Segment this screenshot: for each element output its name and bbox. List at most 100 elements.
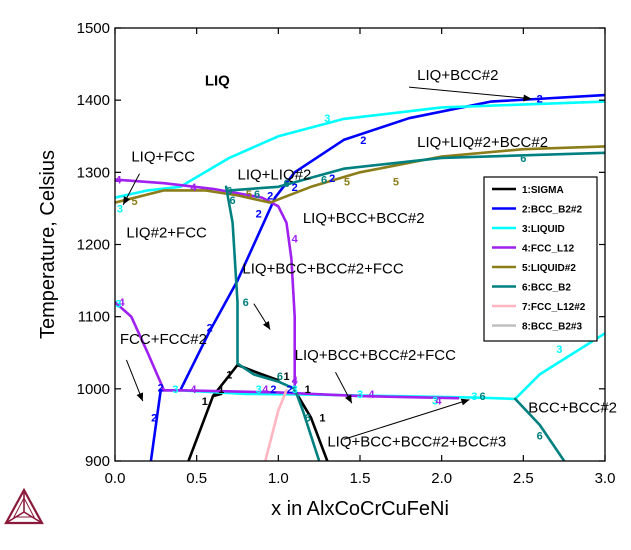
annotation-arrowhead [345, 394, 352, 404]
legend-entry-1: 1:SIGMA [522, 185, 564, 196]
annotation-arrowhead [136, 392, 144, 402]
y-tick-label: 1300 [77, 164, 110, 181]
series-line-7-seg-1 [264, 389, 288, 461]
annotation-arrowhead [523, 94, 532, 102]
region-label: LIQ+BCC+BCC#2+FCC [242, 260, 403, 277]
region-label: LIQ+BCC+BCC#2+BCC#3 [327, 434, 506, 451]
x-tick-label: 0.5 [186, 470, 207, 487]
line-marker-label: 2 [158, 382, 164, 394]
series-line-2-seg-3 [273, 93, 605, 199]
line-marker-label: 6 [283, 178, 289, 190]
y-tick-label: 1500 [77, 20, 110, 37]
region-labels-layer: LIQ LIQ+BCC#2 LIQ+LIQ#2+BCC#2 LIQ+FCC LIQ+LI… [120, 67, 617, 451]
series-line-3-seg-1 [115, 100, 605, 199]
region-label: LIQ+FCC [131, 149, 195, 166]
line-marker-label: 3 [117, 203, 123, 215]
legend-entry-8: 8:BCC_B2#3 [522, 322, 582, 333]
line-marker-label: 3 [357, 389, 363, 401]
annotation-arrowhead [460, 398, 470, 406]
line-marker-label: 2 [292, 182, 298, 194]
line-marker-label: 1 [226, 369, 232, 381]
line-marker-label: 3 [172, 384, 178, 396]
x-tick-label: 0.0 [105, 470, 126, 487]
line-marker-label: 3 [432, 395, 438, 407]
legend-entry-4: 4:FCC_L12 [522, 244, 575, 255]
line-marker-label: 4 [292, 234, 299, 246]
line-marker-label: 3 [115, 299, 121, 311]
x-axis-label: x in AlxCoCrCuFeNi [271, 498, 449, 520]
line-marker-label: 2 [151, 413, 157, 425]
line-marker-label: 5 [246, 189, 252, 201]
line-marker-label: 3 [556, 344, 562, 356]
series-line-1-seg-3 [293, 389, 329, 461]
region-label: FCC+FCC#2 [120, 331, 207, 348]
line-marker-label: 5 [132, 196, 138, 208]
line-marker-label: 1 [305, 384, 311, 396]
line-marker-label: 6 [254, 189, 260, 201]
line-marker-label: 2 [267, 190, 273, 202]
line-marker-label: 6 [277, 371, 283, 383]
legend-entry-5: 5:LIQUID#2 [522, 263, 576, 274]
line-marker-label: 2 [360, 135, 366, 147]
x-tick-label: 1.0 [268, 470, 289, 487]
line-marker-label: 3 [292, 384, 298, 396]
line-marker-label: 2 [537, 94, 543, 106]
region-label: LIQ+BCC+BCC#2 [303, 210, 425, 227]
legend: 1:SIGMA 2:BCC_B2#2 3:LIQUID 4:FCC_L12 5:LIQU… [483, 176, 598, 342]
y-tick-label: 1000 [77, 381, 110, 398]
y-tick-label: 1100 [78, 309, 110, 326]
series-line-2-seg-2 [179, 196, 277, 392]
legend-entry-2: 2:BCC_B2#2 [522, 205, 582, 216]
series-line-4-seg-1 [115, 178, 296, 391]
y-tick-label: 1400 [77, 92, 110, 109]
line-marker-label: 4 [292, 375, 299, 387]
series-line-6-seg-2 [293, 387, 321, 461]
series-line-3-seg-3 [513, 332, 605, 401]
legend-entry-7: 7:FCC_L12#2 [522, 302, 586, 313]
x-tick-label: 2.5 [513, 470, 534, 487]
y-tick-label: 1200 [77, 237, 110, 254]
annotation-arrowhead [262, 321, 271, 330]
axis-ticks-layer: 0.0 0.5 1.0 1.5 2.0 2.5 3.0 900 1000 1100 1200 1300… [77, 20, 616, 487]
line-marker-label: 3 [471, 391, 477, 403]
line-marker-label: 6 [479, 391, 485, 403]
line-marker-label: 4 [262, 384, 269, 396]
series-line-4-seg-2 [115, 300, 182, 392]
x-tick-label: 2.0 [431, 470, 452, 487]
x-tick-label: 1.5 [350, 470, 371, 487]
region-label: LIQ+LIQ#2 [238, 167, 312, 184]
series-layer [115, 93, 605, 461]
line-marker-label: 1 [283, 371, 289, 383]
region-label: LIQ#2+FCC [126, 224, 207, 241]
region-label: BCC+BCC#2 [528, 400, 617, 417]
legend-entry-3: 3:LIQUID [522, 224, 565, 235]
line-marker-label: 6 [537, 431, 543, 443]
line-marker-label: 4 [115, 175, 122, 187]
series-line-5-seg-1 [115, 145, 605, 204]
line-marker-label: 2 [256, 208, 262, 220]
x-tick-label: 3.0 [595, 470, 616, 487]
line-marker-label: 1 [202, 396, 208, 408]
region-label: LIQ [205, 73, 230, 90]
series-line-6-seg-3 [228, 151, 605, 192]
line-marker-label: 2 [329, 173, 335, 185]
line-marker-label: 4 [368, 389, 375, 401]
annotation-arrow [408, 86, 532, 100]
line-marker-label: 2 [207, 322, 213, 334]
line-marker-label: 5 [344, 177, 350, 189]
legend-box [483, 176, 598, 342]
series-line-4-seg-3 [179, 389, 460, 400]
series-line-2-seg-1 [149, 389, 182, 461]
line-marker-label: 6 [243, 297, 249, 309]
line-marker-label: 6 [321, 175, 327, 187]
thermo-calc-logo [4, 487, 44, 525]
line-marker-label: 6 [226, 185, 232, 197]
legend-entry-6: 6:BCC_B2 [522, 283, 571, 294]
line-marker-label: 4 [435, 395, 442, 407]
series-line-6-seg-4 [513, 397, 566, 461]
region-label: LIQ+BCC+BCC#2+FCC [295, 347, 456, 364]
line-marker-label: 4 [190, 384, 197, 396]
series-line-1-seg-1 [187, 363, 280, 461]
line-marker-label: 2 [287, 384, 293, 396]
